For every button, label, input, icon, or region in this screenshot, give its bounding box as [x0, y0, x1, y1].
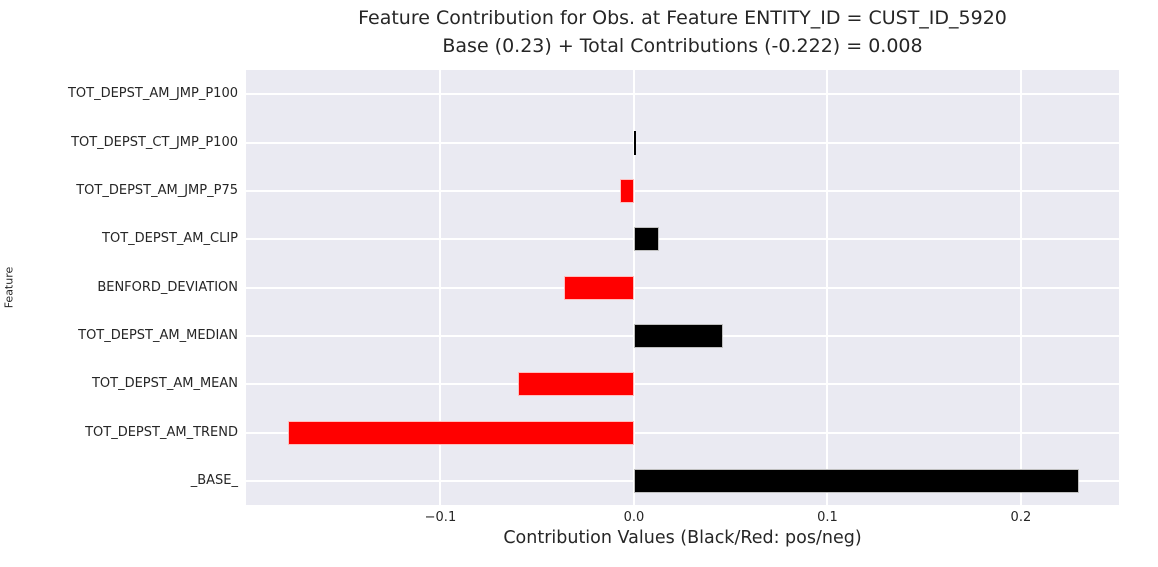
bar-tot_depst_ct_jmp_p100 — [633, 130, 636, 155]
h-gridline — [246, 238, 1119, 241]
chart-title: Feature Contribution for Obs. at Feature… — [246, 4, 1119, 60]
ytick-tot_depst_am_mean: TOT_DEPST_AM_MEAN — [91, 376, 238, 392]
ytick-tot_depst_am_clip: TOT_DEPST_AM_CLIP — [102, 231, 238, 247]
h-gridline — [246, 141, 1119, 144]
bar-_base_ — [633, 468, 1079, 493]
ytick-tot_depst_am_median: TOT_DEPST_AM_MEDIAN — [78, 327, 238, 343]
ytick-benford_deviation: BENFORD_DEVIATION — [97, 279, 238, 295]
bar-tot_depst_am_jmp_p75 — [620, 178, 634, 203]
bar-tot_depst_am_median — [633, 323, 723, 348]
v-gridline — [1019, 70, 1022, 505]
xtick-0.2: 0.2 — [1010, 510, 1032, 525]
v-gridline — [632, 70, 635, 505]
xtick-0.1: 0.1 — [817, 510, 838, 525]
bar-tot_depst_am_clip — [633, 227, 660, 252]
h-gridline — [246, 431, 1119, 434]
h-gridline — [246, 189, 1119, 192]
ytick-tot_depst_am_trend: TOT_DEPST_AM_TREND — [85, 424, 238, 440]
bar-tot_depst_am_trend — [287, 420, 634, 445]
chart-title-line1: Feature Contribution for Obs. at Feature… — [358, 7, 1007, 29]
v-gridline — [439, 70, 442, 505]
h-gridline — [246, 93, 1119, 96]
chart-title-line2: Base (0.23) + Total Contributions (-0.22… — [442, 35, 923, 57]
h-gridline — [246, 383, 1119, 386]
h-gridline — [246, 286, 1119, 289]
bar-benford_deviation — [564, 275, 634, 300]
v-gridline — [826, 70, 829, 505]
xtick-0.0: 0.0 — [623, 510, 645, 525]
ytick-_base_: _BASE_ — [190, 472, 238, 488]
plot-area — [246, 70, 1119, 505]
ytick-tot_depst_am_jmp_p100: TOT_DEPST_AM_JMP_P100 — [67, 86, 238, 102]
ytick-tot_depst_ct_jmp_p100: TOT_DEPST_CT_JMP_P100 — [71, 134, 238, 150]
xtick-−0.1: −0.1 — [424, 510, 457, 525]
ytick-tot_depst_am_jmp_p75: TOT_DEPST_AM_JMP_P75 — [76, 182, 238, 198]
x-axis-label: Contribution Values (Black/Red: pos/neg) — [503, 528, 862, 548]
bar-tot_depst_am_mean — [517, 372, 634, 397]
